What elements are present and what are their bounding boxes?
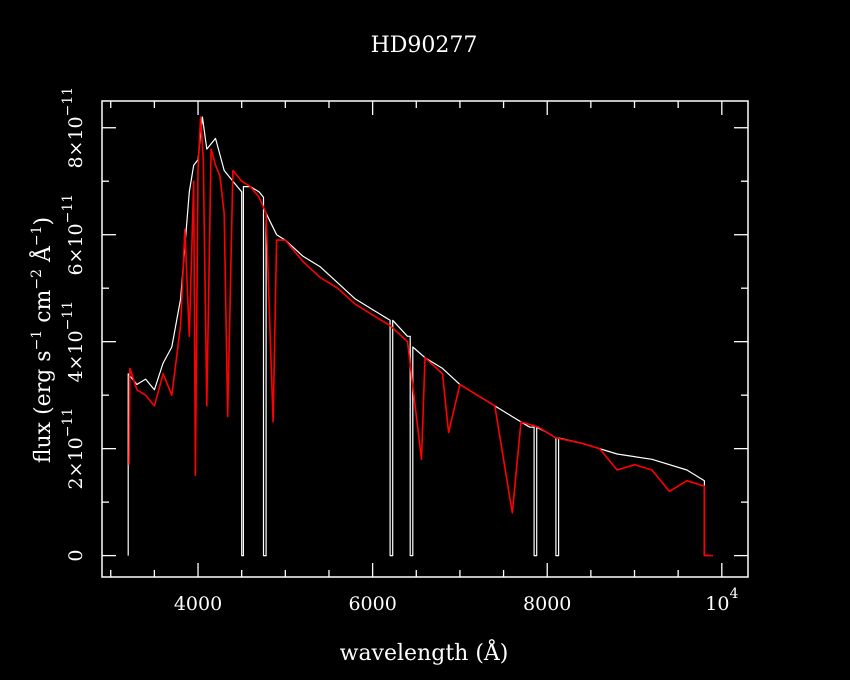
x-tick-label: 8000: [523, 593, 571, 615]
y-axis-label-prefix: flux (erg s: [31, 350, 56, 463]
series-layer: [127, 116, 714, 557]
y-tick-label: 2×10−11: [60, 408, 87, 490]
plot-frame: [101, 100, 749, 578]
y-axis-label-mid2: Å: [28, 245, 56, 269]
y-tick-label: 6×10−11: [60, 194, 87, 276]
x-axis-label: wavelength (Å): [340, 638, 509, 666]
y-axis-label-suffix: ): [31, 217, 56, 226]
x-tick-label: 6000: [348, 593, 396, 615]
ticks-layer: 4000 6000 8000 104 0 2×10−11 4×10−11 6×10−11 8×1…: [60, 87, 748, 615]
x-tick-label: 4000: [174, 593, 222, 615]
y-tick-label: 0: [65, 550, 87, 562]
chart-title: HD90277: [371, 33, 478, 58]
y-axis-label-mid1: cm: [31, 289, 56, 329]
y-axis-label-exp2: −2: [29, 269, 45, 290]
y-tick-label: 8×10−11: [60, 87, 87, 169]
y-axis-label: flux (erg s−1 cm−2 Å−1): [28, 217, 56, 463]
y-tick-label: 4×10−11: [60, 301, 87, 383]
y-axis-label-exp3: −1: [29, 225, 45, 246]
y-axis-label-exp1: −1: [29, 330, 45, 351]
series-line-2: [128, 116, 714, 557]
x-tick-label: 104: [705, 586, 738, 615]
